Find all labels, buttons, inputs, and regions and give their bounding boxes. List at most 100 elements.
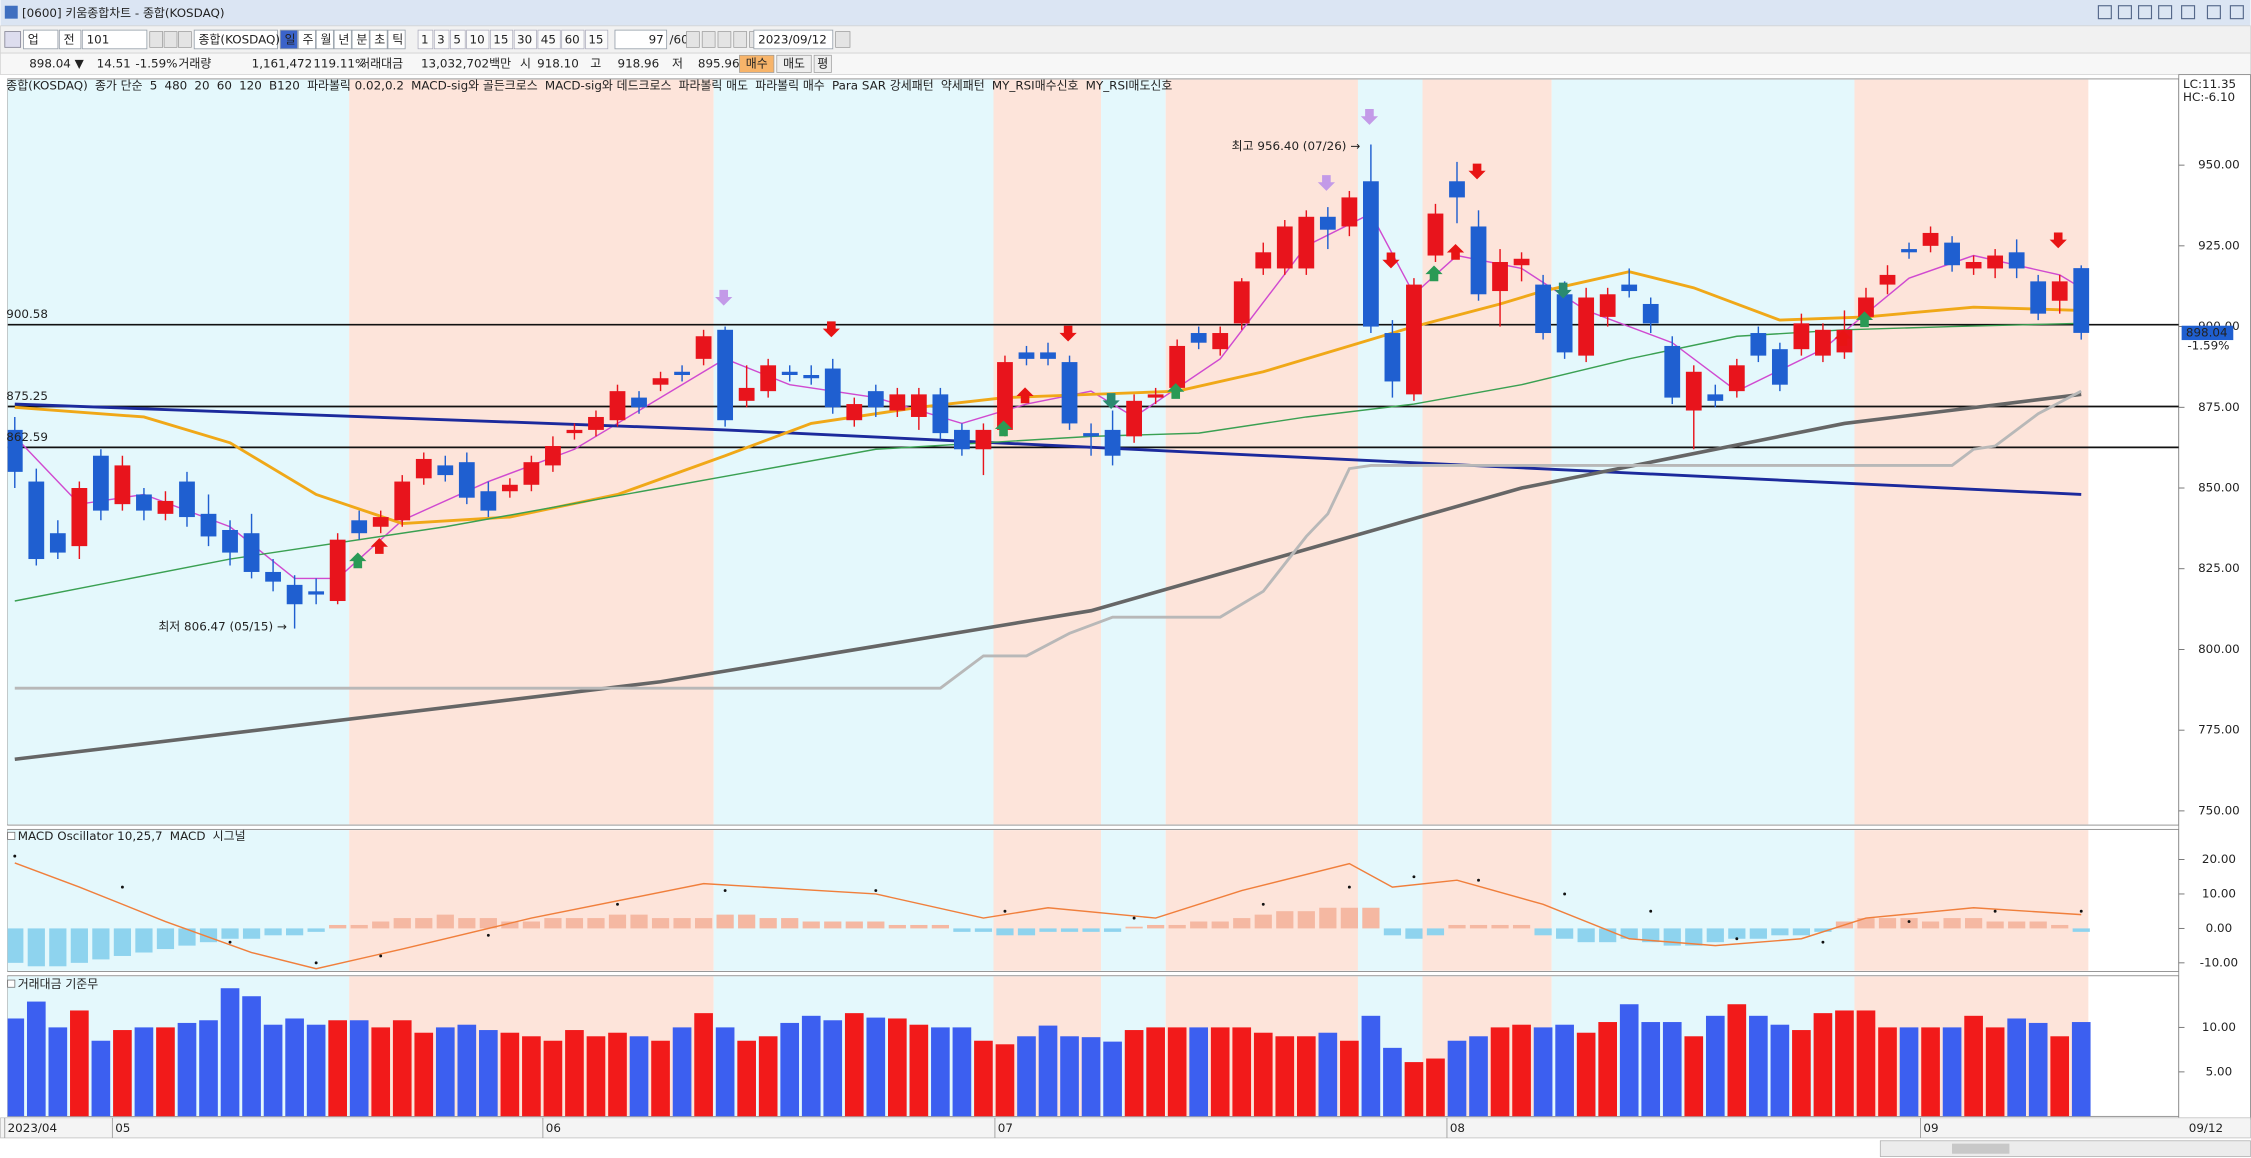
- period-button[interactable]: 초: [374, 33, 385, 47]
- field-box[interactable]: [58, 29, 82, 50]
- interval-button[interactable]: 60: [565, 33, 580, 47]
- interval-button[interactable]: 3: [437, 33, 445, 47]
- oscillator-bar: [544, 918, 562, 929]
- info-button[interactable]: [813, 54, 832, 73]
- market-box[interactable]: [193, 29, 278, 50]
- tool-icon[interactable]: [701, 31, 716, 48]
- info-button-label[interactable]: 매수: [746, 56, 768, 70]
- candle-body: [588, 416, 604, 430]
- volume-bar: [48, 1027, 68, 1117]
- field[interactable]: 전: [64, 33, 75, 47]
- interval-button[interactable]: 15: [493, 33, 508, 47]
- code-field[interactable]: 101: [87, 33, 110, 47]
- interval-box[interactable]: [490, 29, 514, 50]
- window-button[interactable]: [2097, 5, 2112, 20]
- candle-body: [458, 462, 475, 498]
- count-field-box[interactable]: [614, 29, 668, 50]
- oscillator-bar: [242, 928, 261, 939]
- tool-icon[interactable]: [717, 31, 732, 48]
- window-button[interactable]: [2181, 5, 2196, 20]
- interval-box[interactable]: [537, 29, 561, 50]
- interval-button[interactable]: 45: [541, 33, 556, 47]
- candle-body: [1190, 333, 1207, 343]
- period-button[interactable]: 일: [285, 33, 296, 47]
- field[interactable]: 업: [28, 33, 39, 47]
- info-button-label[interactable]: 평: [817, 56, 828, 70]
- oscillator-bar: [781, 918, 799, 929]
- volume-bar: [1641, 1022, 1661, 1117]
- period-button-box[interactable]: [351, 29, 370, 50]
- interval-box[interactable]: [561, 29, 585, 50]
- volume-bar: [1490, 1027, 1510, 1117]
- interval-button[interactable]: 30: [517, 33, 532, 47]
- tool-icon[interactable]: [733, 31, 748, 48]
- interval-button[interactable]: 10: [470, 33, 485, 47]
- volume-bar: [1598, 1022, 1618, 1117]
- period-button[interactable]: 주: [303, 33, 314, 47]
- interval-box[interactable]: [585, 29, 609, 50]
- tool-icon[interactable]: [686, 31, 700, 48]
- volume-bar: [2071, 1022, 2091, 1117]
- volume-bar: [1813, 1013, 1833, 1117]
- scroll-thumb[interactable]: [1952, 1143, 2010, 1154]
- info-button-label[interactable]: 매도: [783, 56, 805, 70]
- info-button[interactable]: [776, 54, 812, 73]
- field-box[interactable]: [23, 29, 59, 50]
- info-button[interactable]: [739, 54, 775, 73]
- candle-body: [1104, 429, 1121, 456]
- tool-icon[interactable]: [4, 31, 22, 48]
- candle-body: [631, 397, 647, 408]
- period-button-box[interactable]: [315, 29, 334, 50]
- period-button-box[interactable]: [387, 29, 406, 50]
- volume-bar: [1361, 1015, 1381, 1117]
- signal-band: [1551, 830, 1855, 971]
- window-button[interactable]: [2229, 5, 2244, 20]
- volume-bar: [1749, 1015, 1768, 1117]
- period-button-box[interactable]: [297, 29, 316, 50]
- legend-marker: [7, 831, 16, 840]
- tool-icon[interactable]: [178, 31, 192, 48]
- interval-box[interactable]: [433, 29, 450, 50]
- volume-bar: [1619, 1004, 1639, 1117]
- scrollbar[interactable]: [1879, 1140, 2251, 1157]
- legend-item: 파라볼릭 매도: [679, 79, 749, 93]
- period-button-box[interactable]: [279, 29, 298, 50]
- interval-button[interactable]: 15: [588, 33, 603, 47]
- window-button[interactable]: [2137, 5, 2153, 20]
- tool-icon[interactable]: [149, 31, 164, 48]
- interval-box[interactable]: [450, 29, 466, 50]
- oscillator-bar: [1168, 924, 1186, 929]
- info-item: 918.10: [537, 56, 579, 70]
- window-button[interactable]: [2206, 5, 2221, 20]
- tool-icon[interactable]: [163, 31, 178, 48]
- legend-item: MY_RSI매수신호: [992, 79, 1079, 93]
- interval-button[interactable]: 5: [453, 33, 461, 47]
- interval-button[interactable]: 1: [421, 33, 429, 47]
- date-field[interactable]: 2023/09/12: [758, 33, 827, 47]
- interval-box[interactable]: [513, 29, 537, 50]
- oscillator-bar: [1685, 928, 1703, 946]
- period-button[interactable]: 분: [356, 33, 367, 47]
- count-field[interactable]: 97: [649, 33, 664, 47]
- info-item: 1,161,472: [252, 56, 313, 70]
- tool-icon[interactable]: [835, 31, 851, 48]
- market[interactable]: 종합(KOSDAQ): [199, 33, 281, 47]
- window-button[interactable]: [2158, 5, 2173, 20]
- period-button-box[interactable]: [333, 29, 352, 50]
- volume-bar: [888, 1018, 907, 1117]
- candle-body: [674, 371, 690, 376]
- period-button[interactable]: 년: [338, 33, 349, 47]
- code-field-box[interactable]: [81, 29, 148, 50]
- oscillator-bar: [1125, 926, 1143, 929]
- candle-body: [1319, 216, 1336, 230]
- volume-bar: [715, 1027, 735, 1117]
- period-button[interactable]: 틱: [392, 33, 403, 47]
- period-button[interactable]: 월: [320, 33, 331, 47]
- period-button-box[interactable]: [369, 29, 388, 50]
- date-field-box[interactable]: [753, 29, 834, 50]
- signal-band: [1422, 79, 1552, 825]
- interval-box[interactable]: [417, 29, 434, 50]
- interval-box[interactable]: [466, 29, 490, 50]
- candle-body: [1793, 323, 1810, 350]
- window-button[interactable]: [2117, 5, 2132, 20]
